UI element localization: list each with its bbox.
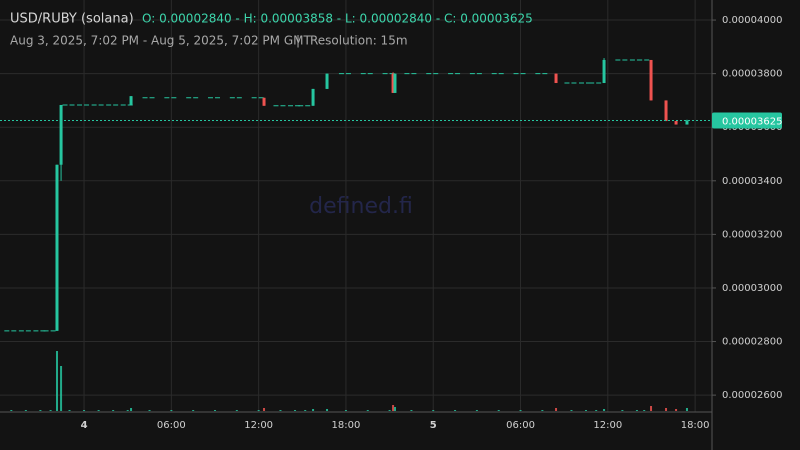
- candle-body: [602, 59, 606, 84]
- volume-bar: [192, 410, 195, 411]
- volume-bar: [112, 410, 115, 411]
- volume-bar: [235, 410, 238, 411]
- x-tick-label: 12:00: [593, 420, 622, 431]
- volume-bar: [257, 410, 260, 411]
- x-tick-label: 06:00: [506, 420, 535, 431]
- volume-bar: [24, 410, 27, 411]
- y-tick-label: 0.00003200: [722, 229, 782, 240]
- volume-bar: [55, 351, 58, 411]
- volume-bar: [497, 410, 500, 411]
- volume-bar: [621, 410, 624, 411]
- x-tick-label: 06:00: [157, 420, 186, 431]
- volume-bar: [10, 410, 13, 411]
- y-tick-label: 0.00004000: [722, 15, 782, 26]
- volume-bar: [60, 366, 63, 411]
- volume-bar: [643, 410, 646, 411]
- x-tick-label: 12:00: [244, 420, 273, 431]
- ohlc-readout: O: 0.00002840 - H: 0.00003858 - L: 0.000…: [142, 12, 533, 26]
- volume-bar: [603, 409, 606, 411]
- candle-body: [664, 100, 668, 122]
- volume-bar: [97, 410, 100, 411]
- volume-bar: [170, 410, 173, 411]
- volume-bar: [635, 410, 638, 411]
- marks: [4, 58, 689, 411]
- candle-body: [55, 164, 59, 331]
- volume-bar: [475, 410, 478, 411]
- candle-body: [391, 73, 395, 93]
- volume-bar: [541, 410, 544, 411]
- candle-body: [393, 73, 397, 93]
- resolution: Resolution: 15m: [310, 34, 408, 48]
- candle-body: [554, 73, 558, 84]
- volume-bar: [68, 410, 71, 411]
- x-tick-label: 4: [81, 420, 88, 431]
- candle-body: [649, 59, 653, 101]
- volume-bar: [148, 410, 151, 411]
- subtitle: Aug 3, 2025, 7:02 PM - Aug 5, 2025, 7:02…: [10, 34, 311, 48]
- volume-bar: [585, 410, 588, 411]
- volume-bar: [326, 409, 329, 411]
- candle-body: [311, 88, 315, 106]
- volume-bar: [555, 408, 558, 411]
- y-tick-label: 0.00002600: [722, 390, 782, 401]
- candle-body: [262, 97, 266, 106]
- volume-bar: [675, 409, 678, 411]
- volume-bar: [279, 410, 282, 411]
- price-tag-label: 0.00003625: [722, 117, 782, 128]
- volume-bar: [304, 410, 307, 411]
- candle-body: [59, 104, 63, 165]
- volume-bar: [410, 410, 413, 411]
- volume-bar: [392, 405, 395, 411]
- volume-bar: [83, 410, 86, 411]
- volume-bar: [595, 410, 598, 411]
- volume-bar: [393, 407, 396, 411]
- volume-bar: [263, 408, 266, 411]
- separator: |: [296, 34, 300, 48]
- volume-bar: [388, 410, 391, 411]
- candle-body: [674, 121, 678, 125]
- volume-bar: [650, 406, 653, 411]
- x-tick-label: 18:00: [332, 420, 361, 431]
- volume-bar: [454, 410, 457, 411]
- candle-body: [325, 73, 329, 89]
- grid: [0, 0, 712, 412]
- x-tick-label: 18:00: [681, 420, 710, 431]
- volume-bar: [213, 410, 216, 411]
- watermark: defined.fi: [309, 194, 413, 219]
- y-tick-label: 0.00003400: [722, 176, 782, 187]
- y-tick-label: 0.00002800: [722, 337, 782, 348]
- volume-bar: [130, 408, 133, 411]
- volume-bar: [49, 410, 52, 411]
- volume-bar: [665, 408, 668, 411]
- y-tick-label: 0.00003800: [722, 69, 782, 80]
- price-tag: [712, 112, 782, 129]
- volume-bar: [570, 410, 573, 411]
- volume-bar: [432, 410, 435, 411]
- volume-bar: [519, 410, 522, 411]
- volume-bar: [366, 410, 369, 411]
- x-tick-label: 5: [430, 420, 437, 431]
- candle-body: [685, 120, 689, 125]
- candle-body: [129, 96, 133, 105]
- chart-title: USD/RUBY (solana): [10, 12, 134, 27]
- volume-bar: [344, 410, 347, 411]
- volume-bar: [294, 410, 297, 411]
- volume-bar: [126, 410, 129, 411]
- volume-bar: [39, 410, 42, 411]
- y-tick-label: 0.00003000: [722, 283, 782, 294]
- volume-bar: [312, 409, 315, 411]
- volume-bar: [685, 408, 688, 411]
